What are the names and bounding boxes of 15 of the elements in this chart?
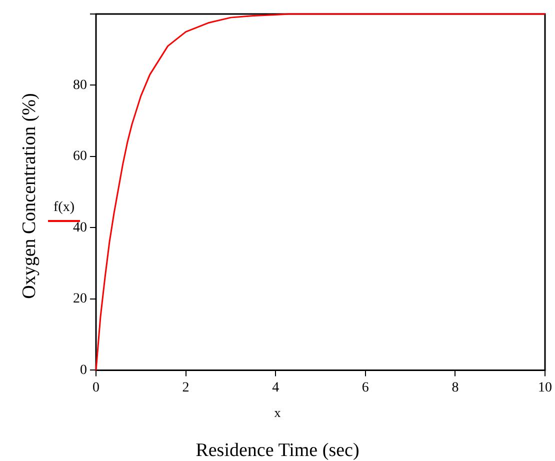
x-tick-label: 8 xyxy=(452,380,459,396)
x-tick-label: 0 xyxy=(92,380,100,396)
y-axis-title: Oxygen Concentration (%) xyxy=(19,93,41,299)
y-tick-label: 0 xyxy=(80,362,87,378)
y-tick-label: 40 xyxy=(73,220,87,236)
y-tick-label: 20 xyxy=(73,292,87,307)
x-tick-label: 4 xyxy=(272,380,280,396)
y-tick-label: 80 xyxy=(73,78,87,93)
text: Residence Time (sec) xyxy=(194,440,360,461)
x-tick-label: 10 xyxy=(538,380,552,396)
x-tick-label: 6 xyxy=(362,380,369,396)
x-tick-label: 2 xyxy=(182,380,190,396)
y-tick-label: 60 xyxy=(73,149,87,164)
x-axis-title: x xyxy=(273,405,282,421)
text: f(x) xyxy=(52,200,76,216)
